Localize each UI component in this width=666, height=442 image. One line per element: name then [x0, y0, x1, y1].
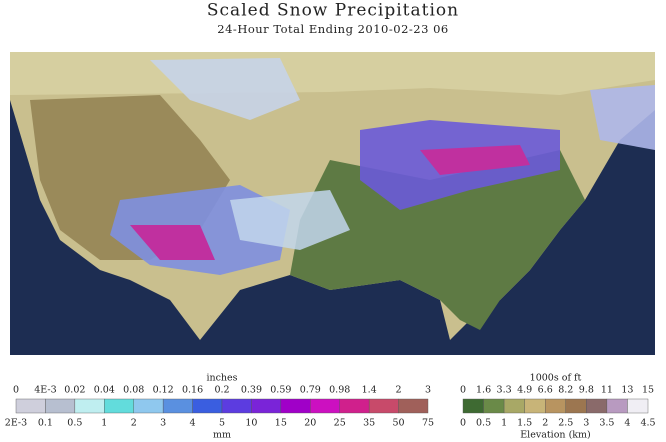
top-label: 0.08 [123, 385, 144, 396]
bottom-label: 2.5 [558, 418, 573, 429]
bottom-label: 0.5 [476, 418, 491, 429]
unit-label: mm [213, 430, 231, 441]
bottom-label: 1 [501, 418, 507, 429]
top-label: 0.59 [270, 385, 291, 396]
canada [10, 52, 655, 95]
top-label: 3.3 [497, 385, 512, 396]
swatch [627, 398, 649, 414]
bottom-label: 3 [160, 418, 166, 429]
swatch [45, 398, 76, 414]
top-label: 0 [13, 385, 19, 396]
top-label: 0.04 [94, 385, 115, 396]
bottom-label: 75 [422, 418, 434, 429]
bottom-label: 2 [131, 418, 137, 429]
bottom-label: 2E-3 [5, 418, 27, 429]
swatch [310, 398, 340, 414]
top-label: 0.2 [214, 385, 229, 396]
top-label: 1.6 [476, 385, 491, 396]
bottom-label: 0.1 [38, 418, 53, 429]
swatch [280, 398, 311, 414]
swatch [368, 398, 399, 414]
east-lowland [290, 150, 585, 330]
bottom-label: 25 [334, 418, 346, 429]
title: Scaled Snow Precipitation [207, 1, 459, 21]
bottom-label: 4 [190, 418, 196, 429]
top-label: 15 [642, 385, 654, 396]
bottom-label: 20 [304, 418, 316, 429]
swatch [15, 398, 46, 414]
top-label: 0.98 [329, 385, 350, 396]
top-label: 3 [425, 385, 431, 396]
swatch [545, 398, 566, 414]
bottom-label: 0 [460, 418, 466, 429]
map [10, 52, 655, 355]
bottom-label: 3.5 [599, 418, 614, 429]
swatch [483, 398, 505, 414]
swatch [133, 398, 164, 414]
top-label: 4.9 [517, 385, 532, 396]
bottom-label: 4 [624, 418, 630, 429]
swatch [339, 398, 370, 414]
top-label: 6.6 [538, 385, 553, 396]
top-label: 0.79 [300, 385, 321, 396]
bottom-label: 2 [542, 418, 548, 429]
bottom-label: 1 [101, 418, 107, 429]
bottom-label: 35 [363, 418, 375, 429]
bottom-label: 0.5 [67, 418, 82, 429]
unit-label: inches [206, 373, 237, 384]
bottom-label: 10 [245, 418, 257, 429]
snow-heavy-southwest [130, 225, 215, 260]
swatch [162, 398, 193, 414]
snow-heavy-east [420, 145, 530, 175]
swatch [104, 398, 134, 414]
bottom-label: 50 [393, 418, 405, 429]
top-label: 0.02 [64, 385, 85, 396]
top-label: 0.12 [153, 385, 174, 396]
top-label: 9.8 [579, 385, 594, 396]
top-label: 1.4 [362, 385, 377, 396]
bottom-label: 5 [219, 418, 225, 429]
swatch [524, 398, 546, 414]
swatch [221, 398, 252, 414]
top-label: 0 [460, 385, 466, 396]
swatch [462, 398, 484, 414]
swatch [192, 398, 223, 414]
top-label: 4E-3 [34, 385, 56, 396]
bottom-label: 3 [583, 418, 589, 429]
snow-northeast [590, 85, 655, 150]
swatch [606, 398, 628, 414]
swatch [586, 398, 608, 414]
unit-label: 1000s of ft [530, 373, 582, 384]
swatch [565, 398, 587, 414]
bottom-label: 1.5 [517, 418, 532, 429]
top-label: 0.16 [182, 385, 203, 396]
snow-north [150, 58, 300, 120]
subtitle: 24-Hour Total Ending 2010-02-23 06 [217, 22, 448, 36]
top-label: 13 [621, 385, 633, 396]
unit-label: Elevation (km) [520, 430, 591, 441]
top-label: 8.2 [558, 385, 573, 396]
elevation-legend: 1000s of ft Elevation (km) 0 1.6 3.3 4.9 6.6 8.… [460, 373, 656, 441]
swatch [503, 398, 525, 414]
bottom-label: 4.5 [640, 418, 655, 429]
swatch [398, 398, 429, 414]
snow-plains [230, 190, 350, 250]
top-label: 0.39 [241, 385, 262, 396]
bottom-label: 15 [275, 418, 287, 429]
top-label: 2 [396, 385, 402, 396]
top-label: 11 [601, 385, 613, 396]
swatch [74, 398, 105, 414]
swatch [251, 398, 282, 414]
